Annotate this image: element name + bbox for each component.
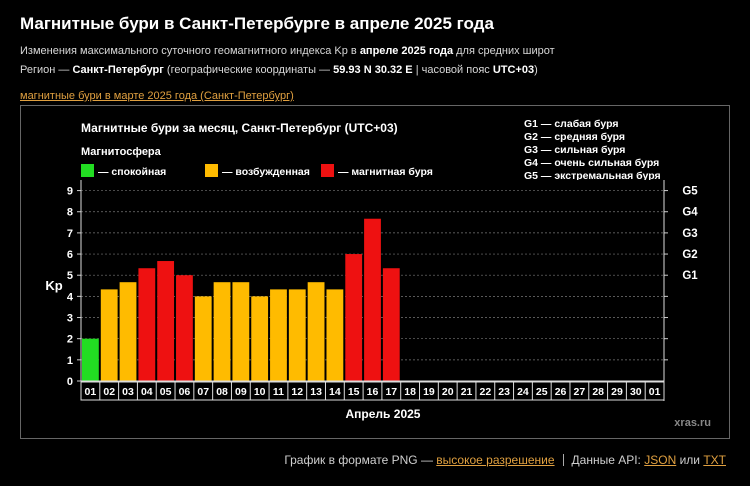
y-tick-label: 0 <box>67 376 73 388</box>
y-axis-label: Kp <box>45 278 62 293</box>
legend-title: Магнитосфера <box>81 146 162 158</box>
x-tick-label: 16 <box>367 386 379 398</box>
bar-day-05 <box>157 261 175 381</box>
bar-day-03 <box>119 282 137 381</box>
y-tick-label: 5 <box>67 270 73 282</box>
right-tick-label-g1: G1 <box>682 270 698 282</box>
x-tick-label: 03 <box>122 386 134 398</box>
chart-title: Магнитные бури за месяц, Санкт-Петербург… <box>81 121 398 135</box>
x-tick-label: 09 <box>235 386 247 398</box>
bar-day-17 <box>382 268 400 381</box>
y-tick-label: 1 <box>67 355 73 367</box>
x-tick-label: 12 <box>291 386 303 398</box>
x-tick-label: 17 <box>385 386 397 398</box>
x-tick-label: 21 <box>461 386 473 398</box>
y-tick-label: 8 <box>67 207 73 219</box>
x-tick-label: 18 <box>404 386 416 398</box>
x-tick-label: 06 <box>179 386 191 398</box>
legend-swatch-storm <box>321 164 334 177</box>
txt-link[interactable]: TXT <box>703 453 726 467</box>
x-axis-label: Апрель 2025 <box>346 407 421 421</box>
x-tick-label: 01 <box>85 386 97 398</box>
high-resolution-link[interactable]: высокое разрешение <box>436 453 555 467</box>
bar-day-08 <box>213 282 231 381</box>
x-tick-label: 04 <box>141 386 153 398</box>
y-tick-label: 4 <box>67 291 74 303</box>
bar-day-09 <box>232 282 250 381</box>
x-tick-label: 22 <box>479 386 491 398</box>
x-tick-label: 19 <box>423 386 435 398</box>
legend-label-storm: — магнитная буря <box>338 166 433 178</box>
right-tick-label-g3: G3 <box>682 228 697 240</box>
previous-month-link[interactable]: магнитные бури в марте 2025 года (Санкт-… <box>20 90 294 102</box>
storm-scale-line: G1 — слабая буря <box>524 118 619 130</box>
bar-day-10 <box>251 296 269 381</box>
bar-day-11 <box>270 289 287 381</box>
bar-day-13 <box>307 282 325 381</box>
x-tick-label: 08 <box>216 386 228 398</box>
right-tick-label-g5: G5 <box>682 186 698 198</box>
x-tick-label: 14 <box>329 386 341 398</box>
legend-label-unsettled: — возбужденная <box>222 166 310 178</box>
y-tick-label: 2 <box>67 334 73 346</box>
storm-scale-line: G4 — очень сильная буря <box>524 157 659 169</box>
right-tick-label-g2: G2 <box>682 249 697 261</box>
x-tick-label: 20 <box>442 386 454 398</box>
y-tick-label: 9 <box>67 186 73 198</box>
bar-day-06 <box>176 275 193 381</box>
y-tick-label: 6 <box>67 249 73 261</box>
x-tick-label: 01 <box>649 386 661 398</box>
x-tick-label: 24 <box>517 386 529 398</box>
x-label-strip <box>80 381 665 401</box>
bar-day-16 <box>364 218 381 381</box>
bar-day-04 <box>138 268 156 381</box>
description-line-1: Изменения максимального суточного геомаг… <box>20 45 555 57</box>
x-tick-label: 11 <box>273 386 284 398</box>
x-tick-label: 02 <box>103 386 115 398</box>
bar-day-12 <box>288 289 306 381</box>
description-line-2: Регион — Санкт-Петербург (географические… <box>20 64 538 76</box>
storm-scale-line: G3 — сильная буря <box>524 144 625 156</box>
x-tick-label: 10 <box>254 386 266 398</box>
legend-swatch-quiet <box>81 164 94 177</box>
legend-swatch-unsettled <box>205 164 218 177</box>
bar-day-01 <box>82 338 99 381</box>
legend-label-quiet: — спокойная <box>98 166 166 178</box>
x-tick-label: 07 <box>197 386 209 398</box>
footer: График в формате PNG — высокое разрешени… <box>284 453 726 467</box>
storm-scale-line: G2 — средняя буря <box>524 131 625 143</box>
bar-day-14 <box>326 289 344 381</box>
x-tick-label: 28 <box>592 386 604 398</box>
kp-bar-chart: Магнитные бури за месяц, Санкт-Петербург… <box>45 118 711 429</box>
x-tick-label: 26 <box>555 386 567 398</box>
chart-panel: Магнитные бури за месяц, Санкт-Петербург… <box>20 105 730 439</box>
x-tick-label: 15 <box>348 386 360 398</box>
x-tick-label: 05 <box>160 386 172 398</box>
x-tick-label: 29 <box>611 386 623 398</box>
x-tick-label: 13 <box>310 386 322 398</box>
x-tick-label: 25 <box>536 386 548 398</box>
json-link[interactable]: JSON <box>644 453 677 467</box>
bar-day-07 <box>194 296 212 381</box>
y-tick-label: 3 <box>67 313 73 325</box>
watermark: xras.ru <box>674 417 711 429</box>
bar-day-15 <box>345 254 363 381</box>
right-tick-label-g4: G4 <box>682 207 698 219</box>
footer-divider <box>562 454 564 466</box>
bar-day-02 <box>100 289 118 381</box>
x-tick-label: 30 <box>630 386 642 398</box>
page-title: Магнитные бури в Санкт-Петербурге в апре… <box>20 14 494 33</box>
y-tick-label: 7 <box>67 228 73 240</box>
storm-scale-line: G5 — экстремальная буря <box>524 170 661 182</box>
x-tick-label: 23 <box>498 386 510 398</box>
x-tick-label: 27 <box>574 386 586 398</box>
